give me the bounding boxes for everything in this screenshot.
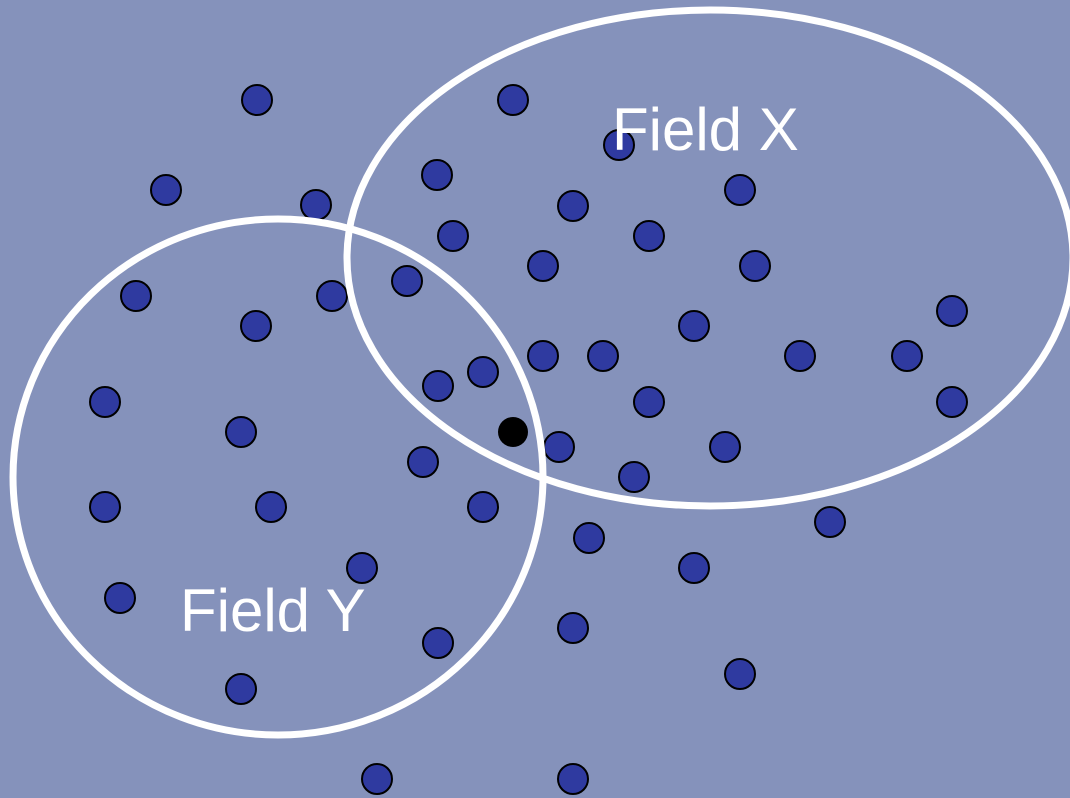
highlighted-point [498, 417, 528, 447]
point [678, 552, 710, 584]
point [361, 763, 393, 795]
point [391, 265, 423, 297]
point [316, 280, 348, 312]
point [543, 431, 575, 463]
point [225, 416, 257, 448]
point [422, 627, 454, 659]
point [497, 84, 529, 116]
point [346, 552, 378, 584]
point [467, 491, 499, 523]
point [936, 295, 968, 327]
point [936, 386, 968, 418]
point [633, 220, 665, 252]
point [527, 340, 559, 372]
point [527, 250, 559, 282]
point [633, 386, 665, 418]
point [421, 159, 453, 191]
point [225, 673, 257, 705]
point [300, 189, 332, 221]
point [603, 129, 635, 161]
point [150, 174, 182, 206]
point [739, 250, 771, 282]
point [587, 340, 619, 372]
field-x-label: Field X [612, 96, 799, 163]
point [89, 386, 121, 418]
point [557, 763, 589, 795]
point [618, 461, 650, 493]
point [724, 174, 756, 206]
point [557, 190, 589, 222]
field-x-boundary [343, 6, 1070, 510]
point [104, 582, 136, 614]
point [89, 491, 121, 523]
point [678, 310, 710, 342]
point [784, 340, 816, 372]
points-layer [89, 84, 968, 795]
point [241, 84, 273, 116]
field-y-boundary [9, 215, 547, 739]
point [120, 280, 152, 312]
point [573, 522, 605, 554]
point [437, 220, 469, 252]
point [814, 506, 846, 538]
point [255, 491, 287, 523]
point [557, 612, 589, 644]
point [709, 431, 741, 463]
point [422, 370, 454, 402]
point [724, 658, 756, 690]
point [407, 446, 439, 478]
field-y-label: Field Y [180, 577, 366, 644]
point [891, 340, 923, 372]
point [240, 310, 272, 342]
point [467, 356, 499, 388]
